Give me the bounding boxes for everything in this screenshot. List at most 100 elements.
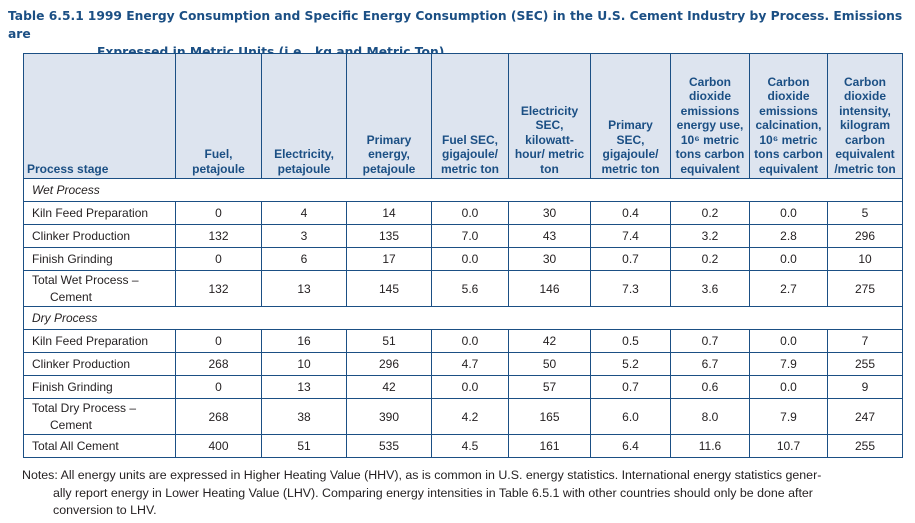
table-cell: 0	[176, 330, 262, 353]
table-notes: Notes: All energy units are expressed in…	[22, 467, 910, 520]
table-cell: 400	[176, 435, 262, 458]
table-cell: 165	[509, 399, 591, 435]
column-header: Primary SEC, gigajoule/ metric ton	[591, 54, 671, 179]
table-cell: 30	[509, 202, 591, 225]
column-header: Carbon dioxide emissions calcination, 10…	[750, 54, 828, 179]
notes-line-1: Notes: All energy units are expressed in…	[22, 467, 910, 485]
row-label: Total Wet Process – Cement	[24, 271, 176, 307]
table-cell: 0.0	[432, 202, 509, 225]
table-cell: 0.0	[750, 202, 828, 225]
table-cell: 7.9	[750, 353, 828, 376]
table-cell: 38	[262, 399, 347, 435]
table-cell: 43	[509, 225, 591, 248]
total-label-line-2: Cement	[32, 417, 172, 434]
table-cell: 268	[176, 353, 262, 376]
table-cell: 50	[509, 353, 591, 376]
table-cell: 6.0	[591, 399, 671, 435]
column-header: Electricity SEC, kilowatt-hour/ metric t…	[509, 54, 591, 179]
column-header: Fuel, petajoule	[176, 54, 262, 179]
table-cell: 6	[262, 248, 347, 271]
table-cell: 13	[262, 271, 347, 307]
row-label: Finish Grinding	[24, 248, 176, 271]
row-label: Clinker Production	[24, 225, 176, 248]
table-cell: 255	[828, 435, 903, 458]
table-cell: 247	[828, 399, 903, 435]
section-label: Dry Process	[24, 307, 903, 330]
table-cell: 10.7	[750, 435, 828, 458]
notes-line-2: ally report energy in Lower Heating Valu…	[22, 485, 910, 503]
table-cell: 0.0	[750, 376, 828, 399]
table-cell: 0.0	[750, 248, 828, 271]
table-cell: 0.7	[671, 330, 750, 353]
table-cell: 275	[828, 271, 903, 307]
table-cell: 296	[347, 353, 432, 376]
table-row: Clinker Production 268 10 296 4.7 50 5.2 6.7 7.9…	[24, 353, 903, 376]
table-cell: 535	[347, 435, 432, 458]
table-cell: 0.2	[671, 202, 750, 225]
table-cell: 255	[828, 353, 903, 376]
table-cell: 390	[347, 399, 432, 435]
table-cell: 51	[347, 330, 432, 353]
table-row: Kiln Feed Preparation 0 16 51 0.0 42 0.5 0.7 0.0…	[24, 330, 903, 353]
table-cell: 5	[828, 202, 903, 225]
column-header: Primary energy, petajoule	[347, 54, 432, 179]
energy-consumption-table: Process stage Fuel, petajoule Electricity,…	[23, 53, 903, 458]
table-cell: 0.0	[750, 330, 828, 353]
table-cell: 7.3	[591, 271, 671, 307]
table-cell: 0.0	[432, 376, 509, 399]
total-label-line-1: Total Wet Process –	[32, 272, 172, 289]
table-cell: 17	[347, 248, 432, 271]
column-header: Carbon dioxide intensity, kilogram carbo…	[828, 54, 903, 179]
table-cell: 42	[347, 376, 432, 399]
table-cell: 0.2	[671, 248, 750, 271]
column-header: Carbon dioxide emissions energy use, 10⁶…	[671, 54, 750, 179]
table-cell: 0.7	[591, 376, 671, 399]
table-row: Finish Grinding 0 13 42 0.0 57 0.7 0.6 0.0 9	[24, 376, 903, 399]
table-number: Table 6.5.1	[8, 9, 84, 23]
table-cell: 6.7	[671, 353, 750, 376]
table-cell: 6.4	[591, 435, 671, 458]
section-label: Wet Process	[24, 179, 903, 202]
table-cell: 7.4	[591, 225, 671, 248]
notes-line-3: conversion to LHV.	[22, 502, 910, 520]
row-label: Total Dry Process – Cement	[24, 399, 176, 435]
header-row: Process stage Fuel, petajoule Electricity,…	[24, 54, 903, 179]
table-cell: 16	[262, 330, 347, 353]
table-cell: 3.6	[671, 271, 750, 307]
table-cell: 0.5	[591, 330, 671, 353]
table-cell: 296	[828, 225, 903, 248]
table-cell: 4.7	[432, 353, 509, 376]
table-cell: 10	[828, 248, 903, 271]
table-cell: 0	[176, 376, 262, 399]
table-cell: 2.8	[750, 225, 828, 248]
table-cell: 135	[347, 225, 432, 248]
table-cell: 0	[176, 248, 262, 271]
table-cell: 8.0	[671, 399, 750, 435]
table-row: Clinker Production 132 3 135 7.0 43 7.4 3.2 2.8 2…	[24, 225, 903, 248]
table-row: Kiln Feed Preparation 0 4 14 0.0 30 0.4 0.2 0.0 5	[24, 202, 903, 225]
section-row: Wet Process	[24, 179, 903, 202]
table-cell: 3	[262, 225, 347, 248]
column-header: Process stage	[24, 54, 176, 179]
table-cell: 4.2	[432, 399, 509, 435]
table-cell: 5.2	[591, 353, 671, 376]
table-cell: 0.4	[591, 202, 671, 225]
table-cell: 11.6	[671, 435, 750, 458]
table-cell: 4.5	[432, 435, 509, 458]
table-cell: 145	[347, 271, 432, 307]
table-cell: 0	[176, 202, 262, 225]
table-row: Finish Grinding 0 6 17 0.0 30 0.7 0.2 0.0 10	[24, 248, 903, 271]
table-cell: 0.6	[671, 376, 750, 399]
table-cell: 146	[509, 271, 591, 307]
table-cell: 7.0	[432, 225, 509, 248]
total-row: Total Wet Process – Cement 132 13 145 5.6 146 7…	[24, 271, 903, 307]
total-label-line-2: Cement	[32, 289, 172, 306]
caption-line-1: 1999 Energy Consumption and Specific Ene…	[8, 9, 902, 41]
table-cell: 14	[347, 202, 432, 225]
table-cell: 3.2	[671, 225, 750, 248]
table-cell: 0.0	[432, 248, 509, 271]
table-cell: 5.6	[432, 271, 509, 307]
total-label-line-1: Total Dry Process –	[32, 400, 172, 417]
table-cell: 13	[262, 376, 347, 399]
table-cell: 7.9	[750, 399, 828, 435]
